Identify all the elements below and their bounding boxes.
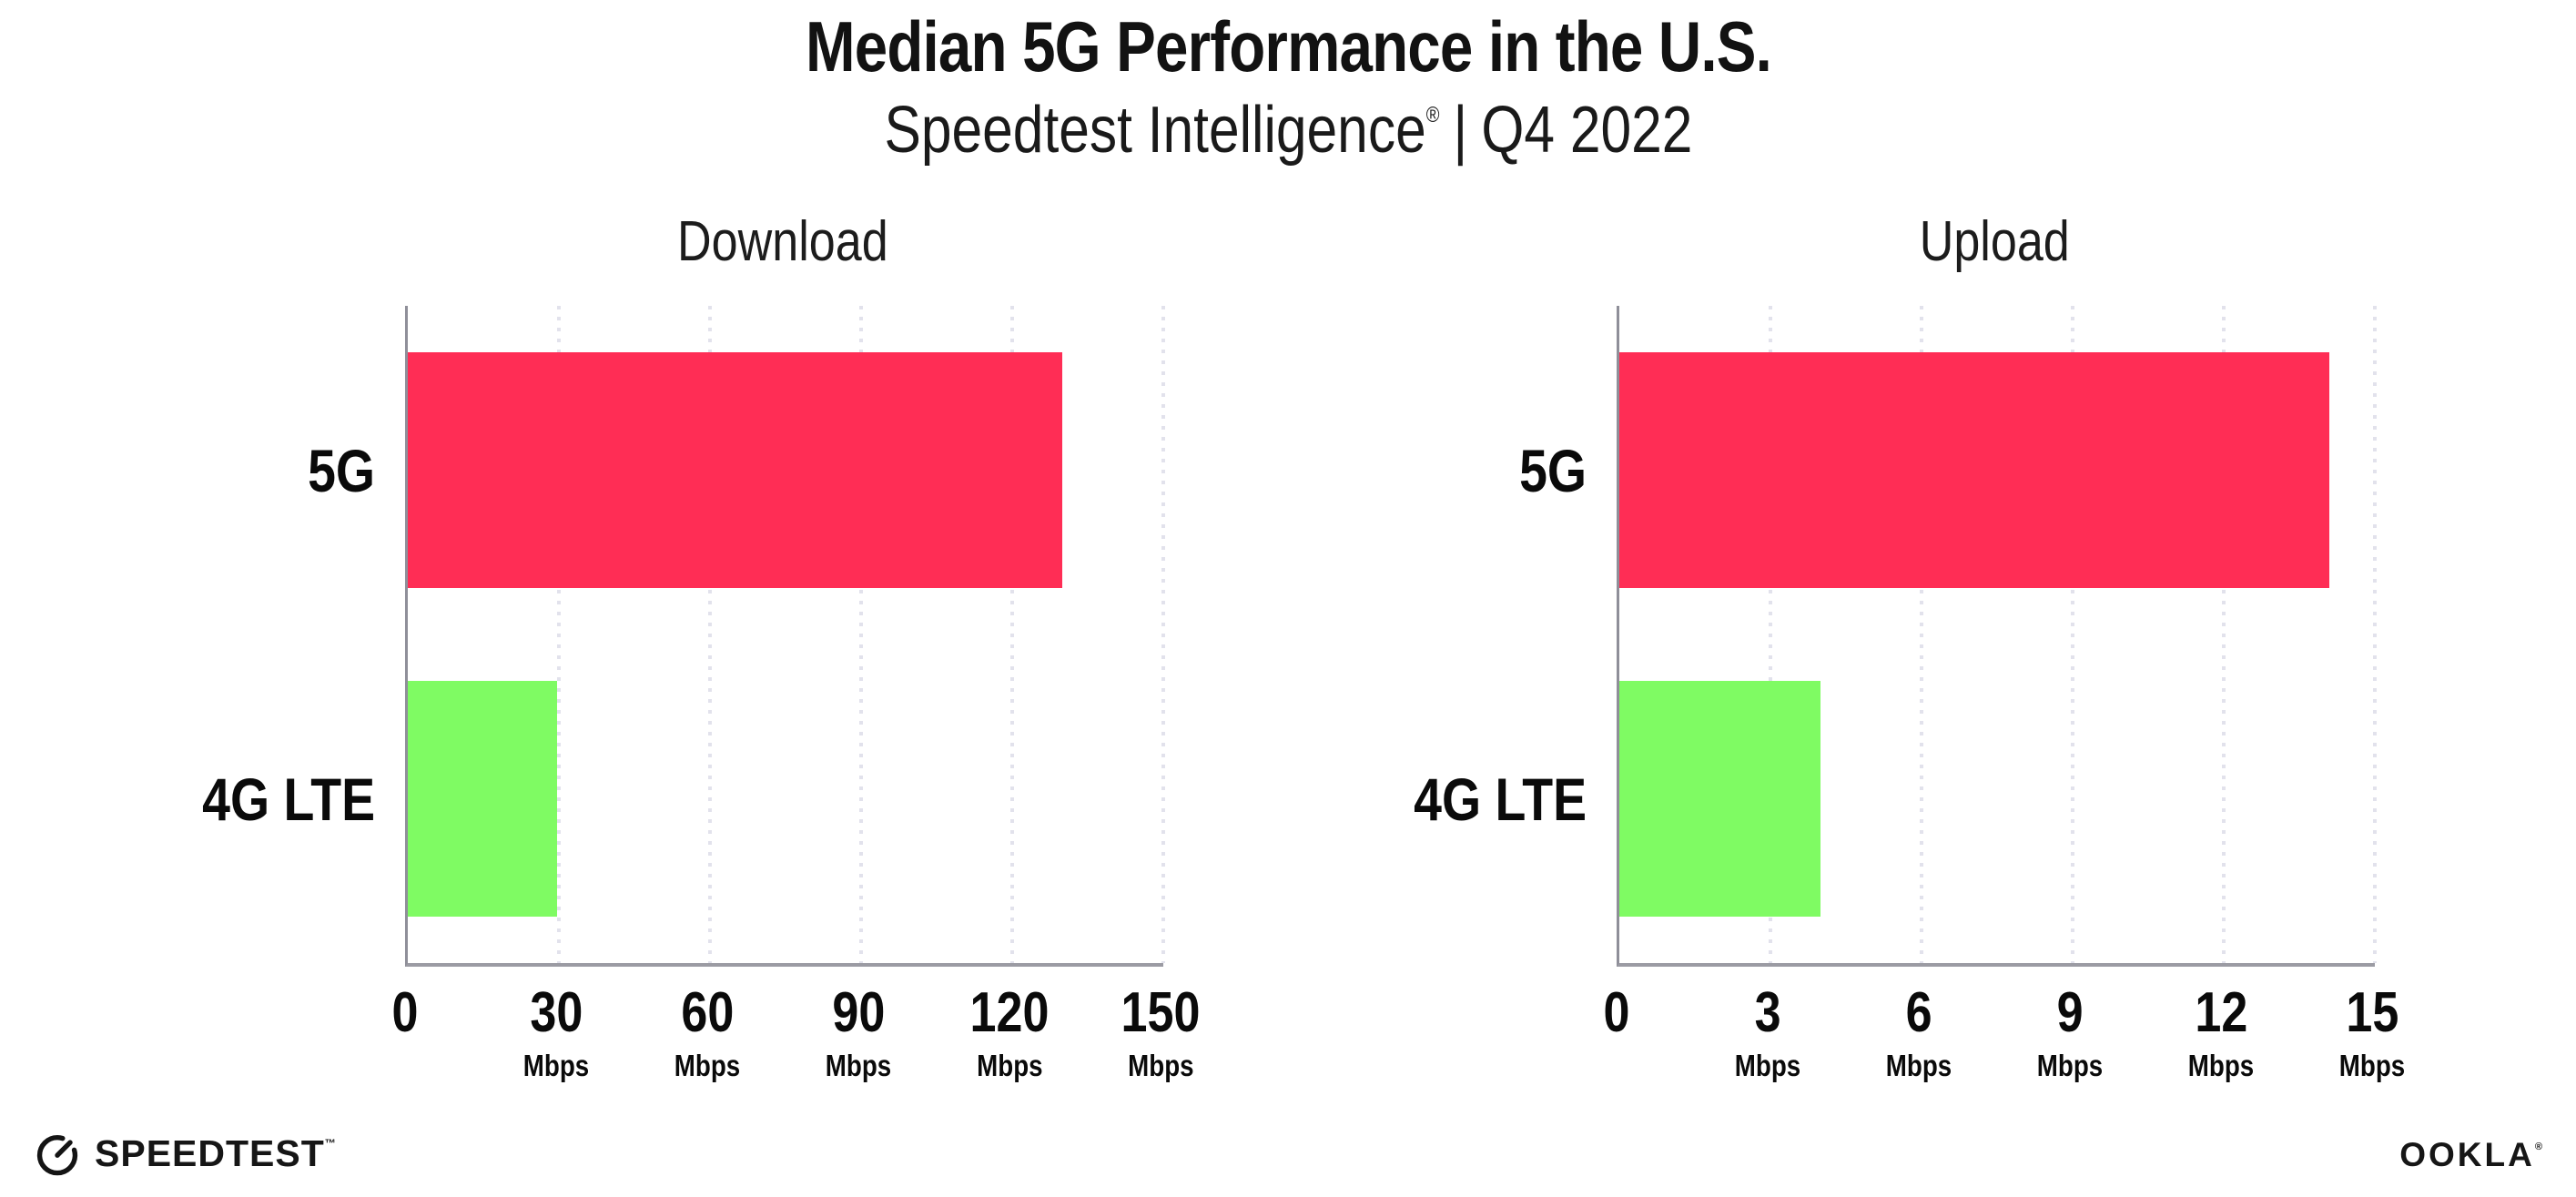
x-tick-value: 0 (1603, 981, 1630, 1044)
page-subtitle-text: Speedtest Intelligence® | Q4 2022 (884, 93, 1692, 167)
x-tick-3: 3 Mbps (1729, 985, 1807, 1083)
download-chart: Download 5G 4G LTE 0 30 Mbps 60 Mbps 90 Mbps 120… (202, 210, 1200, 1082)
speedtest-logo: SPEEDTEST™ (33, 1129, 337, 1178)
ookla-logo: OOKLA® (2399, 1136, 2545, 1174)
download-x-axis-ticks: 0 30 Mbps 60 Mbps 90 Mbps 120 Mbps 150 Mbps (392, 985, 1201, 1121)
page-title: Median 5G Performance in the U.S. (0, 5, 2576, 88)
subtitle-separator: | (1453, 94, 1467, 167)
gridline (2071, 306, 2074, 963)
x-tick-6: 6 Mbps (1880, 985, 1958, 1083)
page-subtitle: Speedtest Intelligence® | Q4 2022 (0, 93, 2576, 167)
upload-x-axis-ticks: 0 3 Mbps 6 Mbps 9 Mbps 12 Mbps 15 Mbps (1604, 985, 2406, 1121)
x-tick-unit: Mbps (674, 1049, 741, 1082)
gridline (1161, 306, 1165, 963)
x-tick-15: 15 Mbps (2333, 985, 2411, 1083)
x-tick-value: 150 (1121, 981, 1201, 1044)
x-tick-unit: Mbps (2338, 1049, 2406, 1082)
upload-chart-title: Upload (1919, 210, 2070, 273)
x-tick-value: 30 (530, 981, 583, 1044)
x-tick-unit: Mbps (1127, 1049, 1194, 1082)
category-label-4g-lte: 4G LTE (1414, 765, 1587, 833)
x-tick-value: 12 (2195, 981, 2247, 1044)
speedtest-wordmark: SPEEDTEST™ (95, 1131, 338, 1174)
x-tick-value: 6 (1905, 981, 1932, 1044)
gridline (2373, 306, 2377, 963)
x-tick-90: 90 Mbps (819, 985, 898, 1083)
gridline (1769, 306, 1772, 963)
subtitle-period: Q4 2022 (1480, 94, 1692, 167)
x-tick-unit: Mbps (1885, 1049, 1952, 1082)
x-tick-value: 3 (1754, 981, 1781, 1044)
ookla-wordmark: OOKLA (2399, 1136, 2535, 1173)
x-tick-unit: Mbps (2036, 1049, 2104, 1082)
category-label-5g: 5G (308, 436, 375, 504)
download-chart-title: Download (677, 210, 888, 273)
x-tick-0: 0 (390, 985, 421, 1041)
x-tick-9: 9 Mbps (2031, 985, 2109, 1083)
x-tick-value: 60 (681, 981, 734, 1044)
upload-plot-area: 5G 4G LTE (1414, 306, 2377, 967)
x-tick-unit: Mbps (1734, 1049, 1801, 1082)
x-tick-30: 30 Mbps (517, 985, 595, 1083)
x-tick-0: 0 (1601, 985, 1632, 1041)
x-tick-unit: Mbps (2187, 1049, 2255, 1082)
x-tick-value: 15 (2346, 981, 2399, 1044)
x-tick-unit: Mbps (522, 1049, 590, 1082)
page-title-text: Median 5G Performance in the U.S. (805, 6, 1772, 86)
ookla-registered-mark: ® (2534, 1141, 2545, 1152)
x-tick-value: 90 (832, 981, 885, 1044)
speedtest-gauge-icon (33, 1129, 82, 1178)
gridline (1010, 306, 1014, 963)
x-tick-120: 120 Mbps (962, 985, 1056, 1083)
download-plot-area: 5G 4G LTE (202, 306, 1165, 967)
category-label-4g-lte: 4G LTE (202, 765, 375, 833)
x-tick-150: 150 Mbps (1113, 985, 1207, 1083)
gridline (859, 306, 863, 963)
bar-5g (408, 351, 1063, 589)
gridline (2222, 306, 2226, 963)
registered-mark: ® (1425, 103, 1439, 127)
x-tick-unit: Mbps (825, 1049, 892, 1082)
subtitle-brand: Speedtest Intelligence (884, 94, 1426, 167)
gridline (708, 306, 712, 963)
x-tick-value: 120 (969, 981, 1050, 1044)
x-tick-value: 9 (2056, 981, 2084, 1044)
gridline (1920, 306, 1923, 963)
bar-5g (1619, 351, 2330, 589)
category-label-5g: 5G (1519, 436, 1587, 504)
x-tick-unit: Mbps (976, 1049, 1043, 1082)
gridline (557, 306, 561, 963)
x-tick-12: 12 Mbps (2182, 985, 2260, 1083)
bar-4g-lte (1619, 680, 1821, 918)
x-tick-value: 0 (391, 981, 419, 1044)
bar-4g-lte (408, 680, 558, 918)
trademark-mark: ™ (324, 1136, 338, 1150)
x-tick-60: 60 Mbps (668, 985, 746, 1083)
upload-chart: Upload 5G 4G LTE 0 3 Mbps 6 Mbps 9 Mbps 12 Mbps 15… (1414, 210, 2405, 1082)
